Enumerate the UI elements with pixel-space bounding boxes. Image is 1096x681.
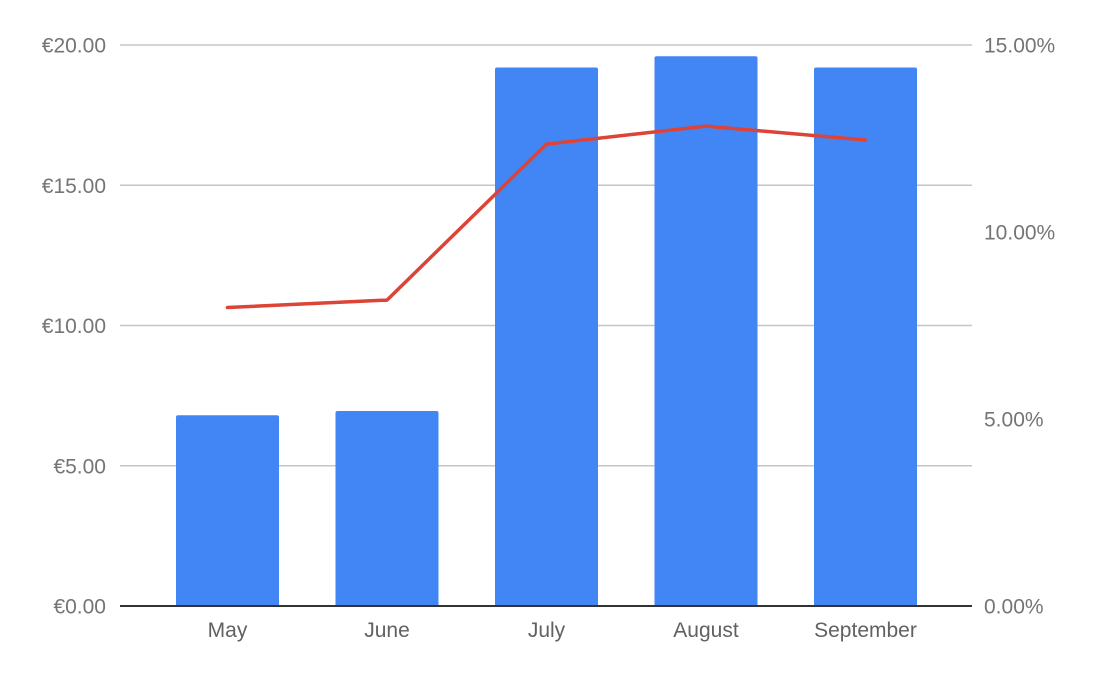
bar-august [655,56,758,606]
left-axis: €0.00 €5.00 €10.00 €15.00 €20.00 [42,35,106,619]
x-tick-label: August [673,619,739,642]
left-tick-label: €10.00 [42,315,106,338]
left-tick-label: €5.00 [53,455,106,478]
bar-july [495,67,598,606]
right-tick-label: 0.00% [984,596,1044,619]
bar-september [814,67,917,606]
x-tick-label: September [814,619,917,642]
left-tick-label: €20.00 [42,35,106,58]
right-tick-label: 15.00% [984,35,1055,58]
bar-june [336,411,439,606]
bar-series [176,56,917,606]
left-tick-label: €0.00 [53,596,106,619]
right-tick-label: 10.00% [984,222,1055,245]
x-tick-label: July [528,619,566,642]
x-tick-label: May [208,619,248,642]
left-tick-label: €15.00 [42,175,106,198]
x-tick-label: June [364,619,410,642]
right-axis: 0.00% 5.00% 10.00% 15.00% [984,35,1055,619]
bar-may [176,415,279,606]
right-tick-label: 5.00% [984,409,1044,432]
x-axis: May June July August September [208,619,917,642]
